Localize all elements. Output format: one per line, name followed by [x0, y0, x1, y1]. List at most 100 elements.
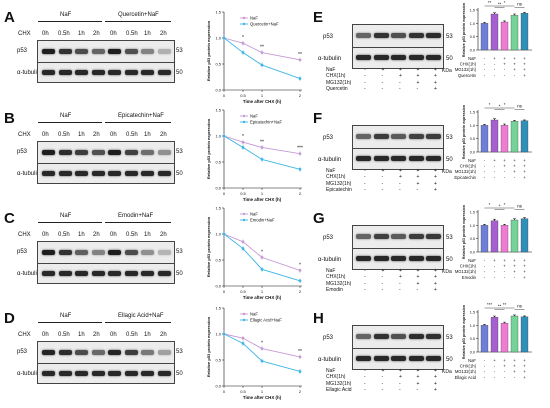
data-dot: [524, 315, 525, 317]
blot-band: [356, 234, 371, 239]
blot-tubulin: [37, 263, 175, 284]
y-tick-label: 0.0: [470, 49, 475, 53]
data-dot: [484, 124, 485, 126]
bar: [520, 13, 529, 51]
y-tick-label: 0.0: [470, 151, 475, 155]
bar: [490, 13, 499, 51]
y-tick-label: 1.0: [470, 324, 475, 328]
treatment-sign: -: [416, 187, 419, 194]
blot-band: [373, 234, 389, 239]
blot-band: [426, 356, 441, 361]
legend-marker: [242, 114, 246, 118]
treatment-sign: +: [523, 369, 526, 374]
treatment-sign: -: [364, 274, 366, 281]
blot-band: [91, 49, 105, 54]
treatment-sign: +: [381, 168, 385, 174]
timepoint-label: 0.5h: [126, 332, 138, 338]
treatment-sign: -: [484, 375, 486, 380]
data-point: [222, 332, 226, 336]
blot-tubulin: [37, 363, 175, 384]
data-dot: [504, 124, 505, 126]
data-point: [298, 370, 302, 373]
treatment-sign: +: [434, 287, 437, 294]
series-line: [223, 37, 301, 61]
legend-label: Ellagic Acid+NaF: [250, 318, 282, 323]
treatment-sign: +: [381, 67, 385, 73]
y-tick-label: 0.0: [215, 88, 221, 93]
kda-label-50: 50: [176, 70, 183, 76]
condition-underline: [38, 222, 102, 223]
treatment-sign: -: [399, 86, 401, 93]
treatment-sign: +: [493, 158, 496, 163]
timepoint-label: 2h: [93, 332, 100, 338]
treatment-row-label: Ellagic Acid: [326, 387, 352, 394]
panel-label: H: [313, 310, 324, 327]
treatment-sign: +: [416, 368, 420, 374]
y-axis-label: Relative p53 protein expression: [462, 3, 466, 57]
treatment-sign: +: [523, 73, 526, 78]
treatment-sign: -: [364, 79, 366, 86]
data-point: [241, 336, 245, 340]
blot-band: [124, 350, 138, 355]
kda-label-53: 53: [446, 235, 453, 241]
treatment-sign: +: [513, 369, 516, 374]
data-dot: [514, 120, 515, 122]
treatment-sign: +: [493, 56, 496, 61]
protein-label-p53: p53: [323, 335, 334, 341]
treatment-sign: -: [364, 67, 366, 73]
treatment-sign: +: [381, 368, 385, 374]
blot-band: [124, 150, 138, 155]
treatment-sign: +: [513, 164, 516, 169]
treatment-sign: -: [364, 280, 366, 287]
timepoint-label: 0h: [42, 132, 49, 138]
data-point: [298, 152, 302, 156]
timepoint-label: 0.5h: [58, 232, 70, 238]
x-tick-label: 0: [223, 93, 226, 98]
blot-band: [141, 49, 154, 54]
chx-label: CHX: [18, 232, 31, 238]
timepoint-label: 1h: [78, 232, 85, 238]
treatment-sign: +: [416, 374, 420, 381]
treatment-sign: -: [364, 368, 366, 374]
timepoint-label: 0h: [110, 132, 117, 138]
treatment-sign: -: [494, 73, 496, 78]
data-dot: [524, 217, 525, 219]
series-line: [223, 135, 301, 170]
blot-p53: [352, 125, 444, 149]
condition-underline: [38, 322, 102, 323]
treatment-row-label: NaF: [468, 258, 476, 263]
y-tick-label: 0.5: [215, 62, 221, 67]
data-point: [241, 51, 245, 54]
treatment-sign: +: [416, 280, 420, 287]
x-tick-label: 0: [223, 191, 226, 196]
treatment-sign: +: [416, 168, 420, 174]
treatment-sign: -: [381, 380, 384, 387]
condition-label-b: Epicatechin+NaF: [118, 113, 164, 119]
blot-band: [356, 33, 371, 38]
data-point: [260, 158, 264, 161]
timepoint-label: 2h: [160, 132, 167, 138]
treatment-sign: -: [484, 62, 486, 67]
blot-band: [373, 156, 389, 161]
blot-band: [157, 49, 171, 54]
kda-label-53: 53: [446, 135, 453, 141]
protein-label-tubulin: α-tubulin: [318, 357, 342, 363]
y-axis-label: Relative p53 protein expression: [206, 216, 211, 277]
treatment-sign: -: [416, 387, 419, 394]
data-dot: [484, 22, 485, 24]
timepoint-label: 2h: [93, 232, 100, 238]
blot-band: [391, 33, 406, 38]
treatment-sign: +: [381, 268, 385, 274]
treatment-sign: +: [523, 164, 526, 169]
blot-band: [91, 350, 105, 355]
blot-band: [141, 350, 154, 355]
protein-label-p53: p53: [323, 235, 334, 241]
panel-label: F: [313, 110, 323, 127]
blot-band: [141, 371, 154, 376]
x-tick-label: 0: [223, 389, 226, 394]
blot-band: [58, 271, 72, 276]
blot-band: [408, 334, 424, 339]
treatment-sign: +: [399, 374, 402, 381]
blot-band: [108, 49, 121, 54]
protein-label-p53: p53: [17, 349, 28, 355]
